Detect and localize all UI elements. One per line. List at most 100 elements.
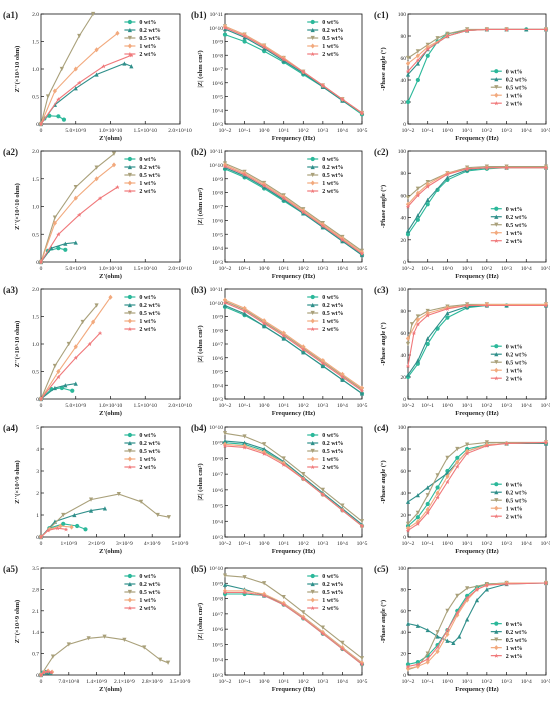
data-point-a1-3 xyxy=(94,47,99,53)
data-point-a5-2 xyxy=(66,642,71,647)
data-point-c2-4 xyxy=(445,172,450,177)
legend-marker-b3 xyxy=(310,310,315,316)
data-point-c3-2 xyxy=(409,322,415,327)
x-tick-label-a3: 1.0×10^10 xyxy=(99,403,123,409)
data-point-a5-2 xyxy=(122,637,127,642)
data-point-b4-4 xyxy=(301,476,306,481)
data-point-c4-1 xyxy=(415,493,420,498)
legend-marker-c4 xyxy=(494,490,499,495)
x-tick-label-a5: 2.8×10^9 xyxy=(142,679,163,685)
x-tick-label-b4: 10^4 xyxy=(337,541,348,547)
y-tick-label-c5: 100 xyxy=(398,566,407,572)
data-point-c3-4 xyxy=(484,303,489,308)
data-point-b2-1 xyxy=(222,165,228,170)
y-tick-label-a5: 0 xyxy=(36,673,39,679)
data-point-c4-1 xyxy=(425,485,430,490)
data-point-b5-2 xyxy=(222,573,228,578)
data-point-b4-1 xyxy=(262,446,267,452)
legend-label-b1: 1 wt% xyxy=(322,44,339,50)
series-line-a2-1 xyxy=(40,242,76,263)
legend-marker-a2 xyxy=(127,164,132,170)
x-tick-label-b5: 10^-2 xyxy=(219,679,232,685)
data-point-a1-2 xyxy=(77,33,82,39)
data-point-c1-4 xyxy=(465,28,470,33)
legend-label-c1: 0.2 wt% xyxy=(506,77,527,83)
y-tick-label-c2: 60 xyxy=(401,193,407,199)
data-point-c4-2 xyxy=(405,521,411,526)
data-point-c3-2 xyxy=(415,314,420,319)
legend-marker-b3 xyxy=(310,302,315,308)
data-point-c4-2 xyxy=(465,442,470,447)
legend-marker-b2 xyxy=(310,188,315,194)
x-tick-label-a1: 2.0×10^10 xyxy=(168,128,192,134)
y-tick-label-b5: 10^9 xyxy=(212,581,223,587)
y-tick-label-b3: 10^9 xyxy=(212,315,223,321)
y-tick-label-b3: 10^7 xyxy=(212,342,223,348)
data-point-c5-3 xyxy=(465,597,470,603)
x-tick-label-b4: 10^1 xyxy=(278,541,289,547)
series-line-b2-1 xyxy=(224,167,363,256)
y-tick-label-a5: 3.5 xyxy=(32,566,39,572)
x-tick-label-a5: 7.0×10^8 xyxy=(58,679,79,685)
y-tick-label-b2: 10^10 xyxy=(209,163,223,169)
y-tick-label-a2: 1.0 xyxy=(32,205,39,211)
y-tick-label-b5: 10^6 xyxy=(212,627,223,633)
data-point-c5-4 xyxy=(415,662,420,667)
x-tick-label-a4: 1×10^9 xyxy=(60,541,77,547)
data-point-b5-2 xyxy=(301,610,306,615)
data-point-c4-0 xyxy=(425,501,430,507)
data-point-c4-2 xyxy=(435,473,440,478)
legend-marker-c2 xyxy=(494,206,499,211)
data-point-c2-4 xyxy=(415,193,420,198)
data-point-b5-2 xyxy=(340,640,345,645)
legend-marker-c2 xyxy=(494,238,499,243)
y-axis-label-c1: -Phase angle (°) xyxy=(380,47,387,90)
data-point-a1-0 xyxy=(56,114,61,119)
x-axis-label-b3: Frequency (Hz) xyxy=(272,410,315,417)
legend-marker-b2 xyxy=(310,164,315,170)
x-axis-label-c4: Frequency (Hz) xyxy=(455,548,498,555)
y-axis-label-b5: |Z| (ohm cm²) xyxy=(197,603,204,640)
y-axis-label-b1: |Z| (ohm cm²) xyxy=(197,50,204,87)
data-point-c1-4 xyxy=(405,69,411,74)
data-point-c4-4 xyxy=(405,528,411,533)
series-line-b1-1 xyxy=(224,28,363,114)
data-point-b3-1 xyxy=(359,391,365,396)
legend-label-b4: 0.5 wt% xyxy=(322,449,343,455)
legend-label-a3: 1 wt% xyxy=(139,319,156,325)
data-point-b2-1 xyxy=(281,197,286,202)
series-line-b5-2 xyxy=(224,575,363,659)
legend-marker-a4 xyxy=(127,448,132,454)
data-point-a1-2 xyxy=(45,94,51,99)
data-point-c3-2 xyxy=(405,341,411,347)
data-point-a3-0 xyxy=(70,388,75,393)
y-tick-label-b2: 10^3 xyxy=(212,260,223,266)
plot-frame-c5 xyxy=(407,567,547,676)
y-axis-label-b2: |Z| (ohm cm²) xyxy=(197,188,204,225)
x-tick-label-c3: 10^-2 xyxy=(402,403,415,409)
x-tick-label-b2: 10^4 xyxy=(337,266,348,272)
data-point-a1-1 xyxy=(94,72,99,77)
legend-marker-a4 xyxy=(127,464,132,470)
legend-label-c4: 1 wt% xyxy=(506,506,523,512)
data-point-c4-4 xyxy=(465,451,470,456)
x-tick-label-b3: 10^4 xyxy=(337,403,348,409)
data-point-c1-4 xyxy=(425,47,430,52)
legend-label-a4: 0.2 wt% xyxy=(139,441,160,447)
data-point-b1-1 xyxy=(262,46,267,51)
legend-label-a2: 0.5 wt% xyxy=(139,173,160,179)
data-point-c5-1 xyxy=(457,634,462,639)
x-tick-label-c3: 10^-1 xyxy=(421,403,434,409)
data-point-b5-2 xyxy=(262,581,267,586)
x-tick-label-b1: 10^0 xyxy=(259,128,270,134)
legend-label-b3: 0.2 wt% xyxy=(322,303,343,309)
x-axis-label-c5: Frequency (Hz) xyxy=(455,686,498,693)
data-point-b1-1 xyxy=(222,27,228,32)
y-tick-label-c4: 100 xyxy=(398,425,407,431)
y-tick-label-c2: 20 xyxy=(401,238,407,244)
legend-marker-b3 xyxy=(310,318,315,324)
y-axis-label-c4: -Phase angle (°) xyxy=(380,460,387,503)
legend-marker-b2 xyxy=(310,180,315,186)
y-tick-label-b1: 10^6 xyxy=(212,81,223,87)
x-tick-label-b5: 10^5 xyxy=(357,679,368,685)
